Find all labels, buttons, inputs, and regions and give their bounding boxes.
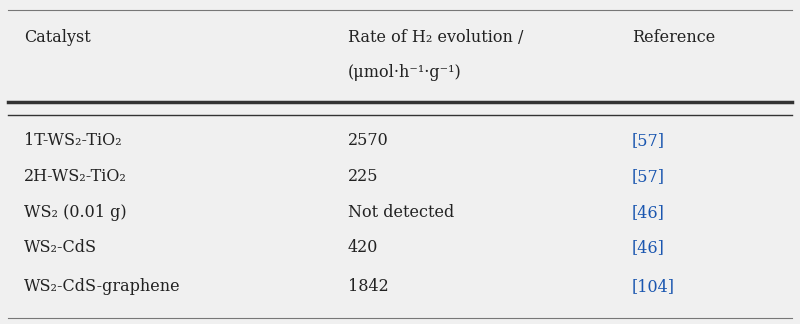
Text: [46]: [46] xyxy=(632,239,665,256)
Text: 1842: 1842 xyxy=(348,278,389,295)
Text: Catalyst: Catalyst xyxy=(24,29,90,46)
Text: 225: 225 xyxy=(348,168,378,185)
Text: 2570: 2570 xyxy=(348,133,389,149)
Text: Not detected: Not detected xyxy=(348,204,454,221)
Text: (μmol·h⁻¹·g⁻¹): (μmol·h⁻¹·g⁻¹) xyxy=(348,64,462,81)
Text: 2H-WS₂-TiO₂: 2H-WS₂-TiO₂ xyxy=(24,168,127,185)
Text: WS₂ (0.01 g): WS₂ (0.01 g) xyxy=(24,204,126,221)
Text: WS₂-CdS: WS₂-CdS xyxy=(24,239,97,256)
Text: 1T-WS₂-TiO₂: 1T-WS₂-TiO₂ xyxy=(24,133,122,149)
Text: 420: 420 xyxy=(348,239,378,256)
Text: [57]: [57] xyxy=(632,168,665,185)
Text: [46]: [46] xyxy=(632,204,665,221)
Text: Reference: Reference xyxy=(632,29,715,46)
Text: WS₂-CdS-graphene: WS₂-CdS-graphene xyxy=(24,278,181,295)
Text: [57]: [57] xyxy=(632,133,665,149)
Text: [104]: [104] xyxy=(632,278,675,295)
Text: Rate of H₂ evolution /: Rate of H₂ evolution / xyxy=(348,29,523,46)
